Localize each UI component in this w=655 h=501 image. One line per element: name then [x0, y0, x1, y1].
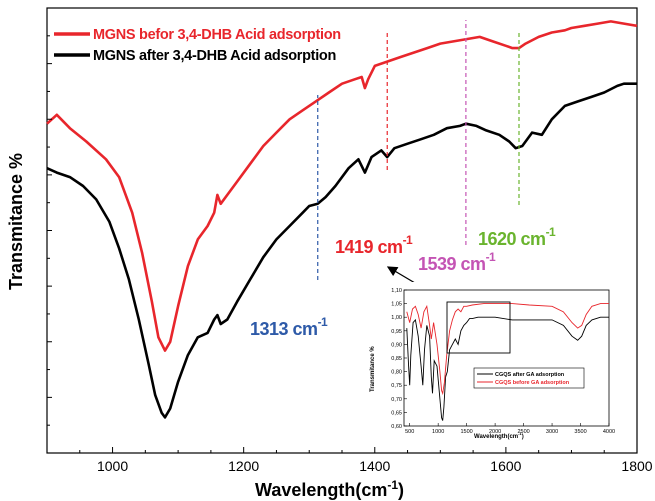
annotation-label-1313: 1313 cm-1: [250, 315, 329, 339]
inset-y-tick-label: 1,00: [391, 315, 402, 321]
main-series-group: [46, 20, 638, 419]
annotation-1539-sup: -1: [486, 250, 496, 264]
inset-legend-label-before: CGQS before GA adsorption: [495, 380, 570, 386]
inset-y-tick-label: 0,80: [391, 370, 402, 376]
annotation-1419-text: 1419 cm: [335, 237, 403, 257]
inset-y-tick-label: 0,70: [391, 397, 402, 403]
inset-ticks-group: 500 1000 1500 2000 2500 3000 3500 4000 0,60 0,65 0…: [391, 288, 615, 435]
series-line-0: [46, 20, 638, 352]
inset-x-tick-label: 1500: [461, 429, 473, 435]
annotation-label-1419: 1419 cm-1: [335, 233, 414, 257]
legend-label-before: MGNS befor 3,4-DHB Acid adsorption: [93, 27, 341, 43]
x-tick-label: 1800: [621, 458, 652, 474]
svg-text:1419 cm-1: 1419 cm-1: [335, 233, 413, 257]
inset-y-tick-label: 0,95: [391, 329, 402, 335]
series-line-1: [46, 82, 637, 419]
inset-legend-box: [473, 367, 585, 389]
inset-y-axis-title: Transmitance %: [370, 346, 376, 392]
x-axis-title: Wavelength(cm-1): [255, 478, 404, 500]
annotation-1419-sup: -1: [403, 233, 413, 247]
x-tick-label: 1000: [97, 458, 128, 474]
inset-x-tick-label: 2500: [517, 429, 529, 435]
inset-x-tick-label: 1000: [432, 429, 444, 435]
main-ticks-group: 1000 1200 1400 1600 1800: [46, 7, 653, 474]
svg-text:1620 cm-1: 1620 cm-1: [478, 225, 556, 249]
x-axis-title-close: ): [398, 480, 404, 500]
inset-y-tick-label: 0,60: [391, 424, 402, 430]
annotation-1313-sup: -1: [318, 315, 328, 329]
inset-series-group: [406, 303, 609, 421]
inset-chart: 500 1000 1500 2000 2500 3000 3500 4000 0,60 0,65 0…: [356, 282, 616, 442]
inset-x-tick-label: 3500: [574, 429, 586, 435]
inset-y-tick-label: 0,75: [391, 383, 402, 389]
annotation-lines-group: [317, 20, 520, 280]
inset-legend-label-after: CGQS after GA adsorption: [495, 372, 565, 378]
annotation-label-1620: 1620 cm-1: [478, 225, 557, 249]
main-legend: MGNS befor 3,4-DHB Acid adsorption MGNS …: [54, 27, 341, 64]
inset-x-tick-label: 500: [405, 429, 414, 435]
inset-y-tick-label: 0,90: [391, 342, 402, 348]
inset-x-tick-label: 3000: [546, 429, 558, 435]
annotation-1620-text: 1620 cm: [478, 229, 546, 249]
annotation-1620-sup: -1: [546, 225, 556, 239]
inset-background: [356, 282, 616, 442]
svg-text:1539 cm-1: 1539 cm-1: [418, 250, 496, 274]
annotation-label-1539: 1539 cm-1: [418, 250, 497, 274]
legend-label-after: MGNS after 3,4-DHB Acid adsorption: [93, 48, 336, 64]
inset-y-tick-label: 0,65: [391, 410, 402, 416]
inset-series-line-0: [406, 316, 609, 421]
x-axis-title-sup: -1: [387, 478, 398, 492]
inset-y-tick-label: 0,85: [391, 356, 402, 362]
x-tick-label: 1600: [490, 458, 521, 474]
inset-series-line-1: [406, 303, 609, 396]
inset-x-axis-title-close: ): [522, 434, 524, 440]
inset-zoom-box: [446, 301, 511, 354]
annotation-1539-text: 1539 cm: [418, 254, 486, 274]
inset-y-tick-label: 1,05: [391, 302, 402, 308]
x-tick-label: 1400: [359, 458, 390, 474]
annotation-1313-text: 1313 cm: [250, 319, 318, 339]
x-axis-title-main: Wavelength(cm: [255, 480, 387, 500]
inset-x-tick-label: 4000: [603, 429, 615, 435]
svg-text:1313 cm-1: 1313 cm-1: [250, 315, 328, 339]
y-axis-title: Transmitance %: [6, 153, 26, 290]
inset-x-axis-title-main: Wavelength(cm: [474, 434, 518, 440]
inset-x-tick-label: 2000: [489, 429, 501, 435]
inset-x-axis-title-sup: -1: [518, 431, 522, 436]
inset-x-axis-title: Wavelength(cm-1): [474, 431, 524, 440]
x-tick-label: 1200: [228, 458, 259, 474]
inset-y-tick-label: 1,10: [391, 288, 402, 294]
